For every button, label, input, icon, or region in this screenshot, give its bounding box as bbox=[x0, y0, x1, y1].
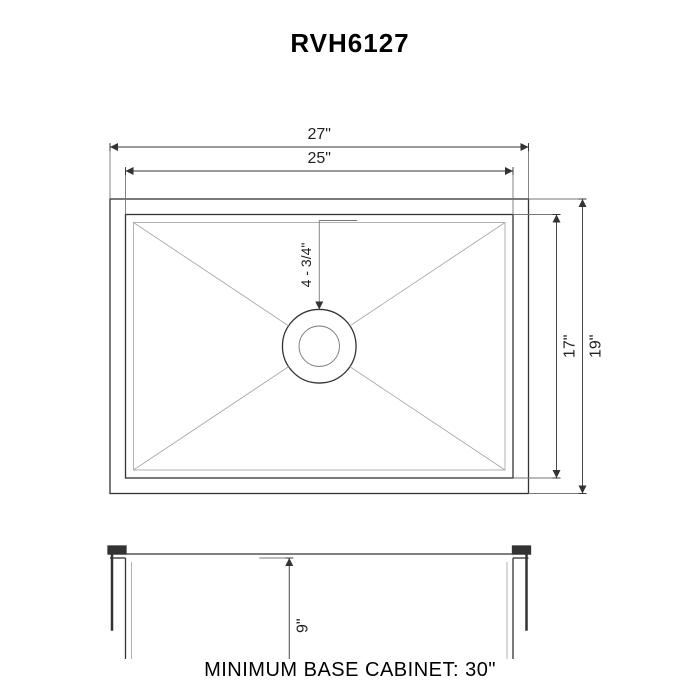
svg-text:4 - 3/4": 4 - 3/4" bbox=[298, 243, 314, 288]
svg-text:9": 9" bbox=[294, 618, 311, 633]
cabinet-note: MINIMUM BASE CABINET: 30" bbox=[0, 659, 700, 682]
model-title: RVH6127 bbox=[0, 0, 700, 59]
svg-text:27": 27" bbox=[308, 126, 331, 143]
svg-text:25": 25" bbox=[308, 150, 331, 167]
svg-text:17": 17" bbox=[562, 335, 579, 358]
svg-text:19": 19" bbox=[588, 335, 605, 358]
technical-drawing: 27" 25" 17" 19" 4 - 3/4" 9" bbox=[0, 59, 700, 659]
